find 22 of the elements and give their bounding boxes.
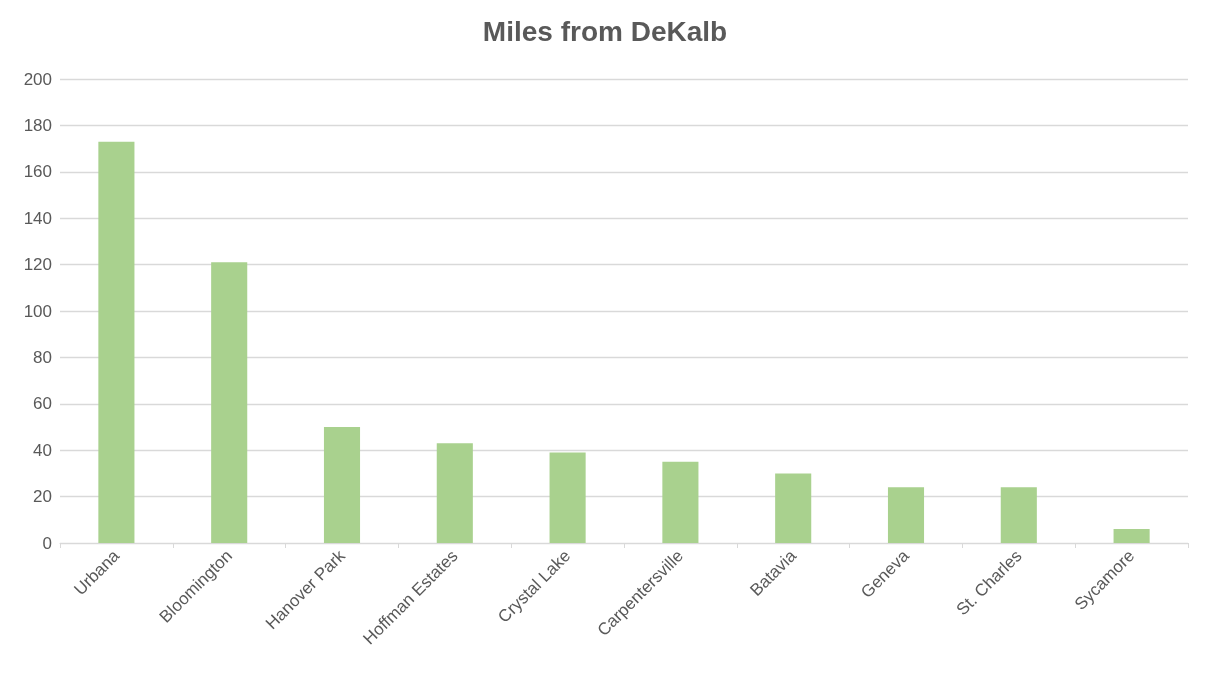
y-tick-label: 80: [33, 347, 52, 367]
bar: [775, 473, 812, 543]
y-tick-label: 120: [23, 255, 52, 275]
y-tick-label: 60: [33, 394, 52, 414]
bar: [98, 141, 135, 543]
y-tick-label: 100: [23, 301, 52, 321]
bar: [323, 427, 361, 543]
y-tick-label: 160: [23, 162, 52, 182]
y-tick-label: 180: [23, 115, 52, 135]
bar: [1113, 529, 1150, 543]
bar: [549, 452, 586, 543]
chart-title: Miles from DeKalb: [482, 15, 728, 47]
y-tick-label: 20: [33, 487, 52, 507]
y-tick-label: 140: [23, 208, 52, 228]
bar: [436, 443, 473, 543]
bar: [1000, 487, 1037, 543]
bar: [662, 461, 699, 543]
bar: [887, 487, 925, 543]
y-tick-label: 200: [23, 69, 52, 89]
y-tick-label: 0: [42, 533, 52, 553]
bar: [211, 262, 248, 543]
y-tick-label: 40: [33, 440, 52, 460]
